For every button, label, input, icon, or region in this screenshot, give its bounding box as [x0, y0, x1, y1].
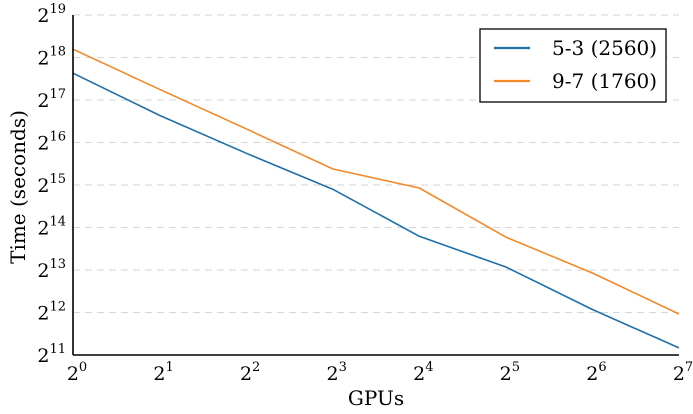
y-tick-label-12: 212 — [37, 300, 66, 325]
y-tick-label-15: 215 — [37, 172, 66, 197]
x-tick-label-4: 24 — [413, 360, 433, 385]
y-tick-label-17: 217 — [37, 87, 66, 112]
y-tick-label-19: 219 — [37, 2, 66, 27]
x-tick-label-6: 26 — [586, 360, 606, 385]
x-tick-label-5: 25 — [500, 360, 520, 385]
legend-label-5-3: 5-3 (2560) — [552, 36, 657, 60]
x-tick-label-1: 21 — [153, 360, 173, 385]
x-tick-label-2: 22 — [240, 360, 260, 385]
legend-label-9-7: 9-7 (1760) — [552, 69, 657, 93]
axes-layer — [72, 15, 679, 356]
series-line-1 — [72, 48, 680, 315]
legend-box — [479, 28, 667, 103]
x-tick-label-0: 20 — [67, 360, 87, 385]
x-tick-label-3: 23 — [327, 360, 347, 385]
legend: 5-3 (2560) 9-7 (1760) — [479, 28, 667, 103]
tick-layer: 211 212 213 214 215 216 217 218 219 20 21 22 23 24 25 2… — [37, 2, 693, 385]
series-line-0 — [72, 72, 680, 349]
grid-layer — [73, 14, 679, 313]
x-axis-label: GPUs — [348, 386, 404, 410]
y-tick-label-11: 211 — [37, 342, 66, 367]
series-layer — [72, 48, 680, 349]
y-tick-label-13: 213 — [37, 257, 66, 282]
y-axis-label: Time (seconds) — [6, 110, 30, 264]
y-tick-label-18: 218 — [37, 45, 66, 70]
x-tick-label-7: 27 — [673, 360, 693, 385]
y-tick-label-14: 214 — [37, 215, 66, 240]
y-tick-label-16: 216 — [37, 130, 66, 155]
